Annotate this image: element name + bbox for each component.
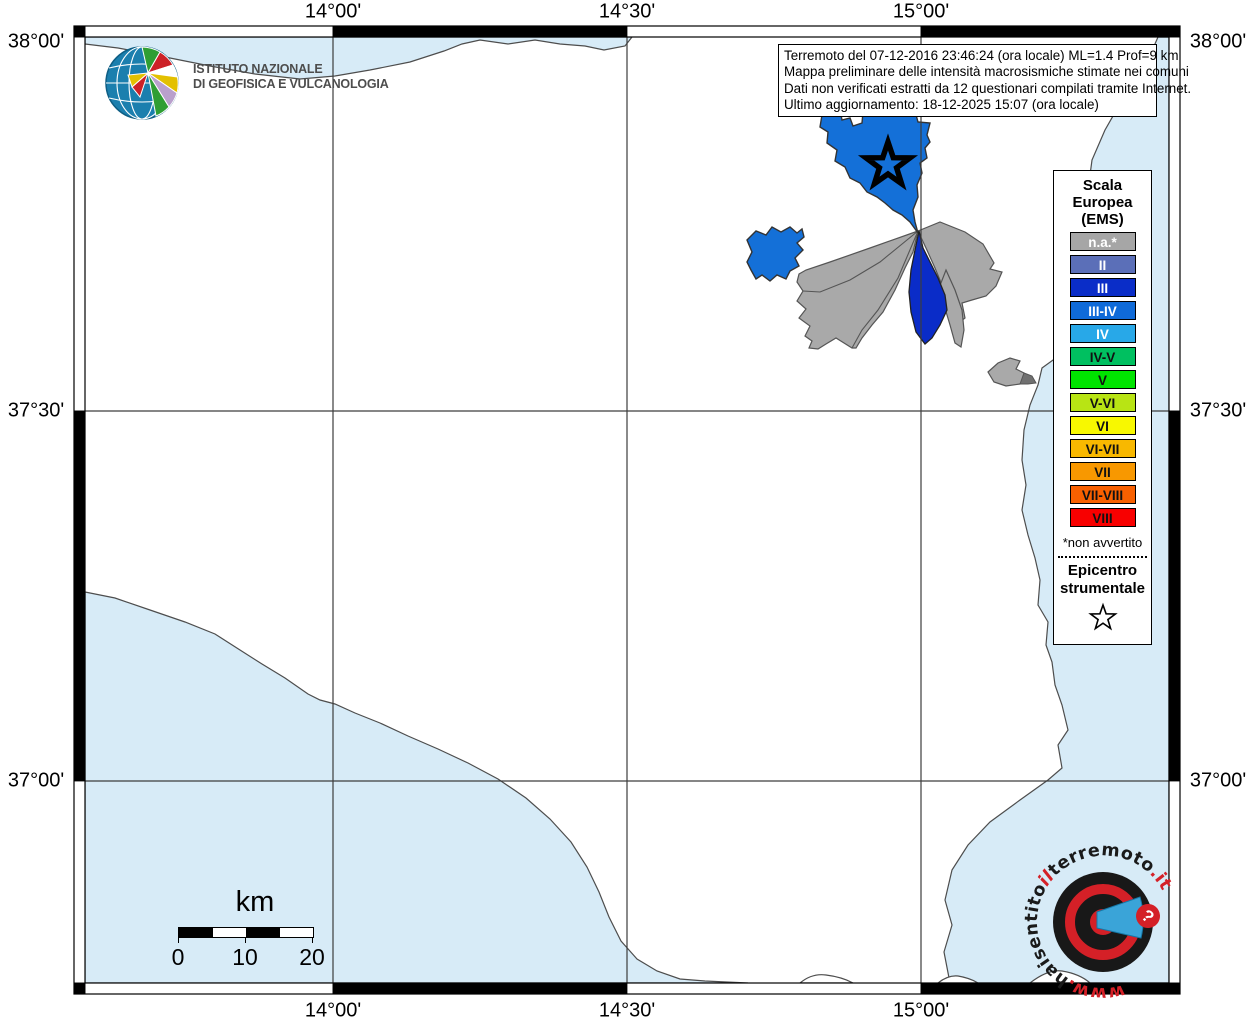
municipality-int3-south bbox=[908, 230, 948, 345]
axis-label-left-38-00: 38°00' bbox=[7, 30, 65, 53]
logo-question-badge: ? bbox=[1136, 904, 1160, 928]
legend-item-vii: VII bbox=[1069, 462, 1136, 481]
legend-epicenter-label: Epicentro bbox=[1067, 562, 1138, 579]
epicenter-star bbox=[857, 133, 919, 191]
legend-title-line: (EMS) bbox=[1081, 211, 1124, 228]
municipality-na-coastal-tip bbox=[1019, 372, 1037, 385]
axis-label-left-37-00: 37°00' bbox=[7, 769, 65, 792]
legend-item-vi: VI bbox=[1069, 416, 1136, 435]
legend-epicenter-star-icon bbox=[1087, 602, 1118, 631]
info-line-data: Dati non verificati estratti da 12 quest… bbox=[784, 80, 1192, 96]
legend-title-line: Europea bbox=[1072, 194, 1133, 211]
legend-item-vii-viii: VII-VIII bbox=[1069, 485, 1136, 504]
map-frame bbox=[73, 25, 1181, 995]
axis-label-left-37-30: 37°30' bbox=[7, 399, 65, 422]
legend-item-ii: II bbox=[1069, 255, 1136, 274]
legend-item-v-vi: V-VI bbox=[1069, 393, 1136, 412]
sea-north-coast bbox=[85, 37, 633, 80]
ingv-logo-globe bbox=[105, 46, 179, 120]
axis-label-top-15-00: 15°00' bbox=[892, 0, 950, 23]
municipality-border bbox=[802, 230, 919, 293]
legend-item-iv: IV bbox=[1069, 324, 1136, 343]
axis-label-right-38-00: 38°00' bbox=[1189, 30, 1247, 53]
municipality-int3-4-west bbox=[746, 226, 805, 282]
legend-title-line: Scala bbox=[1082, 177, 1123, 194]
coast-bump bbox=[937, 975, 980, 983]
legend-item-v: V bbox=[1069, 370, 1136, 389]
intensity-legend: Scala Europea (EMS) n.a.* II III III-IV … bbox=[1053, 170, 1152, 645]
legend-item-vi-vii: VI-VII bbox=[1069, 439, 1136, 458]
scale-tick-10: 10 bbox=[232, 944, 258, 970]
earthquake-info-box: Terremoto del 07-12-2016 23:46:24 (ora l… bbox=[778, 44, 1192, 118]
sea-south bbox=[85, 591, 749, 983]
scale-tick-0: 0 bbox=[171, 944, 185, 970]
axis-label-bottom-15-00: 15°00' bbox=[892, 999, 950, 1022]
axis-label-top-14-30: 14°30' bbox=[598, 0, 656, 23]
axis-label-bottom-14-00: 14°00' bbox=[304, 999, 362, 1022]
info-line-event: Terremoto del 07-12-2016 23:46:24 (ora l… bbox=[784, 48, 1179, 63]
legend-item-viii: VIII bbox=[1069, 508, 1136, 527]
info-line-update: Ultimo aggiornamento: 18-12-2025 15:07 (… bbox=[784, 96, 1099, 112]
legend-item-iii: III bbox=[1069, 278, 1136, 297]
axis-label-right-37-00: 37°00' bbox=[1189, 769, 1247, 792]
municipality-na-west-fan bbox=[796, 230, 919, 350]
info-line-maptype: Mappa preliminare delle intensità macros… bbox=[784, 64, 1189, 80]
municipality-border bbox=[851, 230, 919, 349]
legend-item-iii-iv: III-IV bbox=[1069, 301, 1136, 320]
legend-divider bbox=[1058, 556, 1147, 558]
scale-bar-labels: 0 10 20 bbox=[172, 944, 325, 970]
graticule bbox=[85, 37, 1169, 983]
scale-tick-20: 20 bbox=[299, 944, 325, 970]
ingv-line1: ISTITUTO NAZIONALE bbox=[193, 62, 323, 76]
axis-label-top-14-00: 14°00' bbox=[304, 0, 362, 23]
ingv-line2: DI GEOFISICA E VULCANOLOGIA bbox=[193, 77, 389, 91]
coast-bump bbox=[1029, 970, 1091, 983]
legend-item-na: n.a.* bbox=[1069, 232, 1136, 251]
legend-item-iv-v: IV-V bbox=[1069, 347, 1136, 366]
legend-epicenter-label: strumentale bbox=[1059, 580, 1146, 597]
legend-footnote: *non avvertito bbox=[1062, 535, 1143, 550]
scale-bar-segments bbox=[178, 927, 314, 943]
axis-label-bottom-14-30: 14°30' bbox=[598, 999, 656, 1022]
coast-bump bbox=[799, 974, 854, 983]
ingv-logo-text: ISTITUTO NAZIONALE DI GEOFISICA E VULCAN… bbox=[193, 62, 389, 92]
scale-bar-unit: km bbox=[235, 886, 275, 918]
scale-bar: km 0 10 20 bbox=[160, 886, 340, 970]
axis-label-right-37-30: 37°30' bbox=[1189, 399, 1247, 422]
